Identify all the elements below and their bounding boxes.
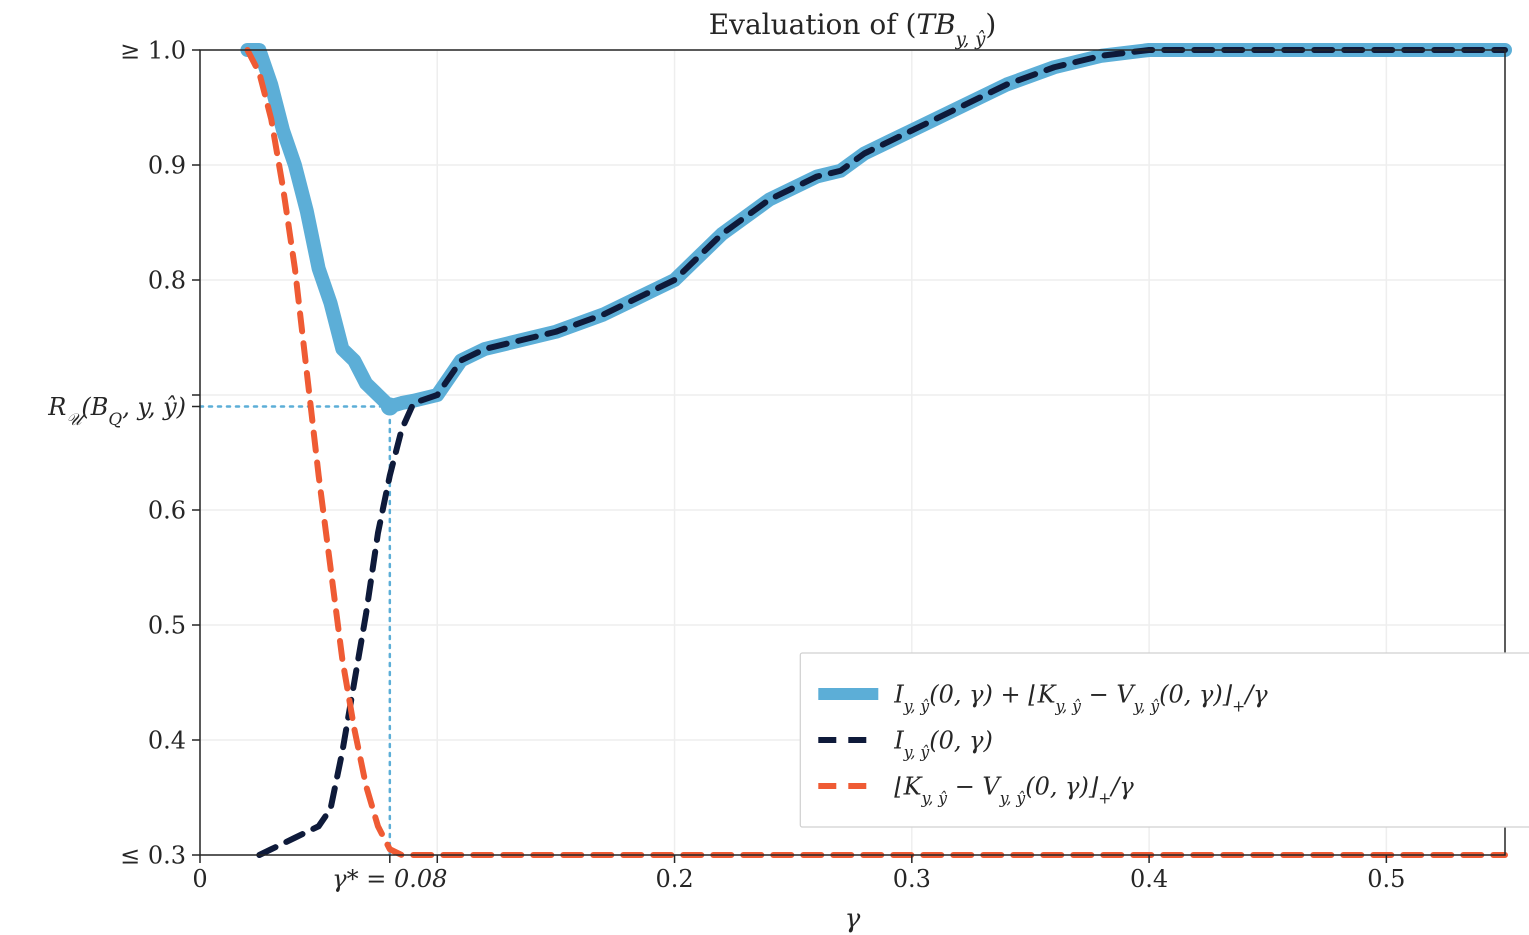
xtick-label: 0 [192, 865, 207, 893]
ytick-label: ≥ 1.0 [120, 36, 186, 64]
xtick-label: 0.5 [1367, 865, 1405, 893]
ytick-label: 0.8 [148, 266, 186, 294]
xtick-label: 0.4 [1130, 865, 1168, 893]
ytick-label: 0.4 [148, 726, 186, 754]
ytick-label: ≤ 0.3 [120, 841, 186, 869]
ytick-label: 0.9 [148, 151, 186, 179]
xtick-label: 0.2 [655, 865, 693, 893]
xtick-gamma-star: γ* = 0.08 [332, 865, 447, 893]
minimum-marker [381, 398, 399, 416]
legend: Iy, ŷ(0, γ) + ⌊Ky, ŷ − Vy, ŷ(0, γ)⌋+/γIy… [800, 653, 1529, 827]
chart-container: 0 0.2 0.3 0.4 0.5 γ* = 0.08 ≤ 0.3 0.4 0.5 0.6 0.8 0… [0, 0, 1529, 935]
chart-svg: 0 0.2 0.3 0.4 0.5 γ* = 0.08 ≤ 0.3 0.4 0.5 0.6 0.8 0… [0, 0, 1529, 935]
ytick-label: 0.6 [148, 496, 186, 524]
ytick-label: 0.5 [148, 611, 186, 639]
x-axis-title: γ [845, 904, 861, 934]
xtick-label: 0.3 [893, 865, 931, 893]
